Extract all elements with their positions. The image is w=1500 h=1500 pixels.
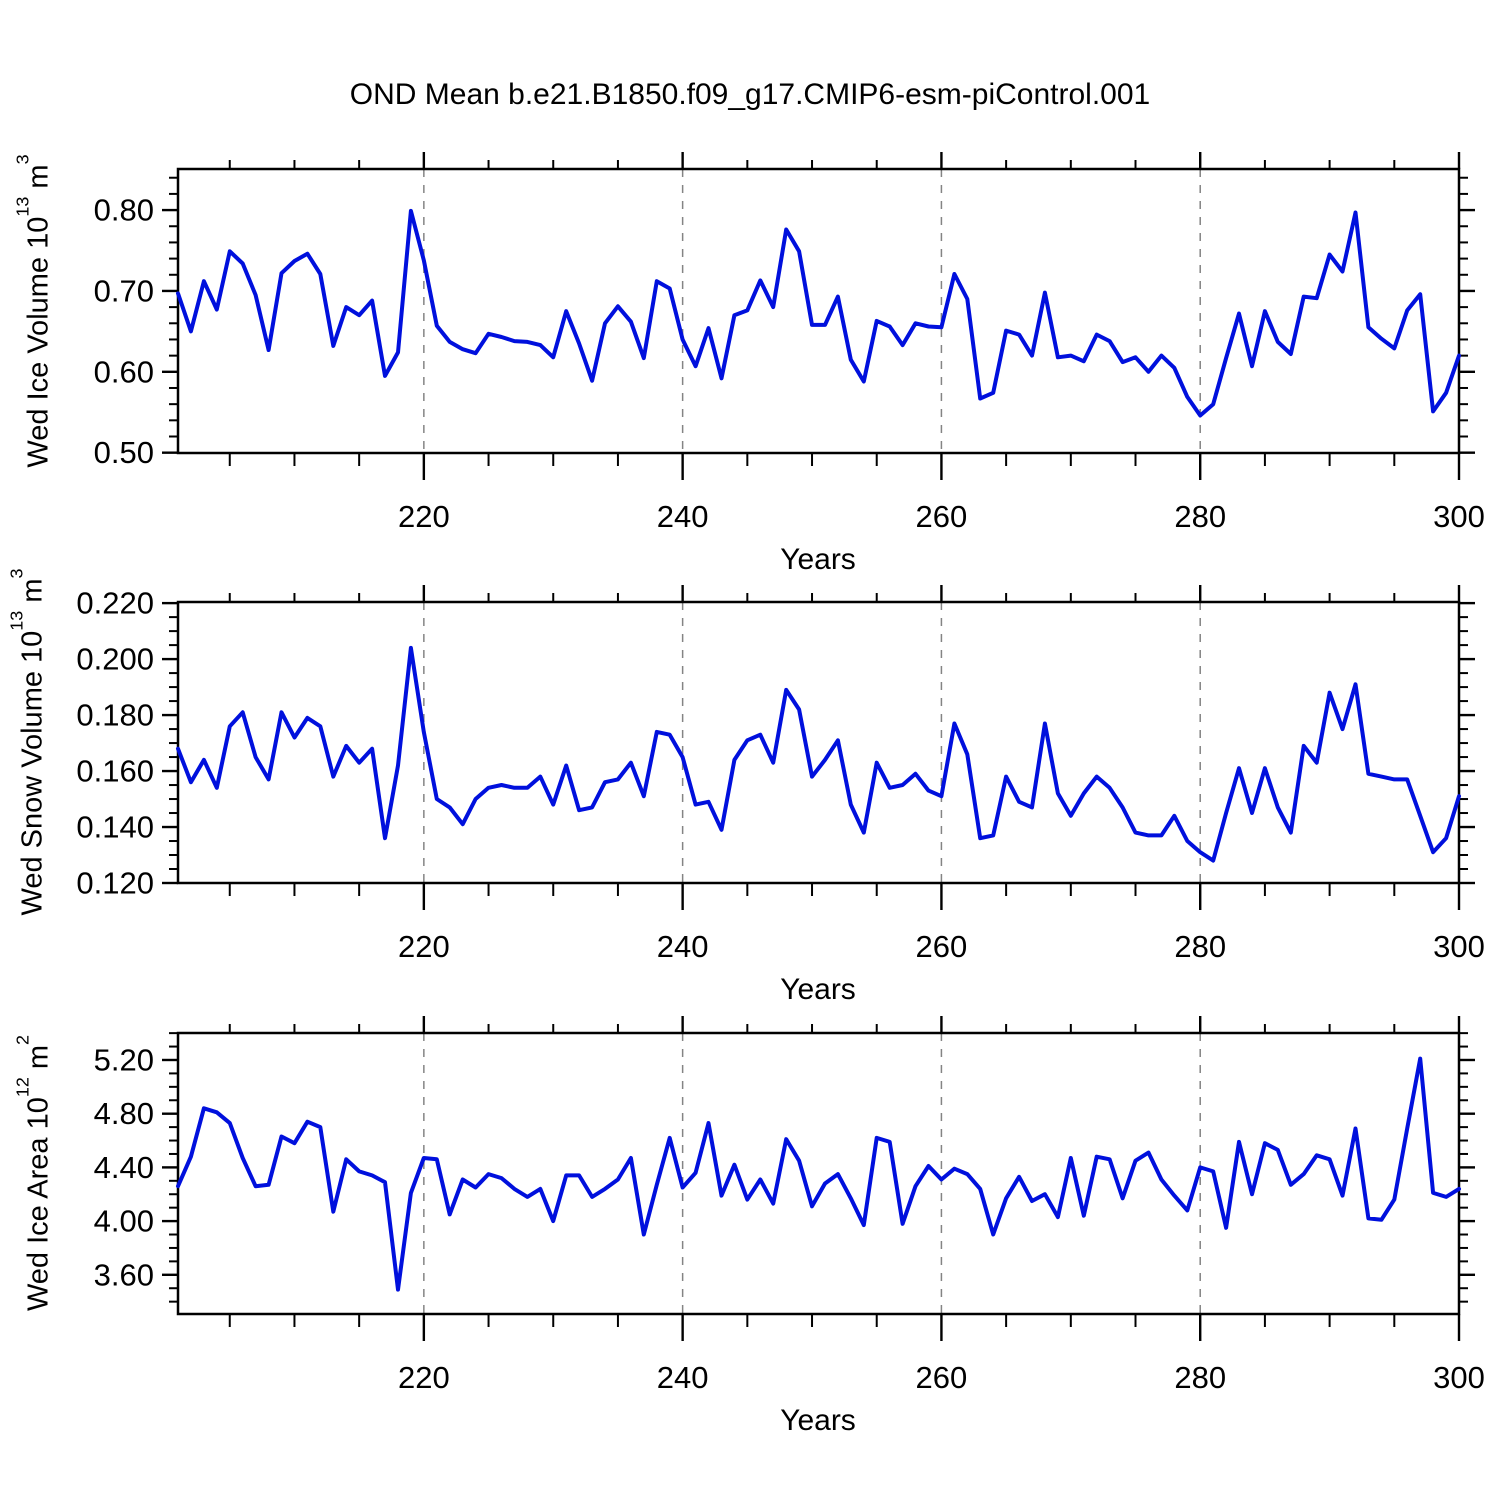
y-tick-label: 4.80	[94, 1096, 154, 1131]
plot-frame-wed-ice-area	[176, 1031, 1461, 1316]
plot-frame-wed-snow-volume	[176, 600, 1461, 885]
x-axis-title-3: Years	[780, 1404, 856, 1437]
data-line-wed-ice-area	[176, 1056, 1461, 1292]
y-tick-label: 5.20	[94, 1042, 154, 1077]
x-tick-label: 220	[398, 499, 450, 534]
y-tick-label: 0.200	[76, 642, 154, 677]
x-tick-label: 220	[398, 929, 450, 964]
y-tick-label: 0.180	[76, 698, 154, 733]
y-tick-label: 0.120	[76, 866, 154, 901]
x-tick-label: 300	[1433, 1360, 1485, 1395]
x-tick-label: 240	[657, 1360, 709, 1395]
y-tick-label: 0.160	[76, 754, 154, 789]
y-tick-label: 0.60	[94, 354, 154, 389]
x-tick-label: 280	[1174, 1360, 1226, 1395]
x-tick-label: 280	[1174, 929, 1226, 964]
y-tick-label: 0.140	[76, 810, 154, 845]
y-tick-label: 3.60	[94, 1257, 154, 1292]
y-tick-label: 0.50	[94, 435, 154, 470]
x-axis-title-2: Years	[780, 973, 856, 1006]
x-tick-label: 260	[916, 1360, 968, 1395]
data-line-wed-ice-volume	[176, 208, 1461, 418]
y-tick-label: 4.40	[94, 1150, 154, 1185]
x-axis-title-1: Years	[780, 543, 856, 576]
page-title: OND Mean b.e21.B1850.f09_g17.CMIP6-esm-p…	[349, 78, 1151, 111]
x-tick-label: 220	[398, 1360, 450, 1395]
data-line-wed-snow-volume	[176, 645, 1461, 863]
y-tick-label: 0.80	[94, 193, 154, 228]
plot-frame-wed-ice-volume	[176, 167, 1461, 455]
x-tick-label: 300	[1433, 499, 1485, 534]
y-tick-label: 0.220	[76, 586, 154, 621]
y-tick-label: 4.00	[94, 1204, 154, 1239]
x-tick-label: 240	[657, 499, 709, 534]
x-tick-label: 260	[916, 499, 968, 534]
x-tick-label: 260	[916, 929, 968, 964]
y-tick-label: 0.70	[94, 273, 154, 308]
x-tick-label: 280	[1174, 499, 1226, 534]
x-tick-label: 300	[1433, 929, 1485, 964]
x-tick-label: 240	[657, 929, 709, 964]
